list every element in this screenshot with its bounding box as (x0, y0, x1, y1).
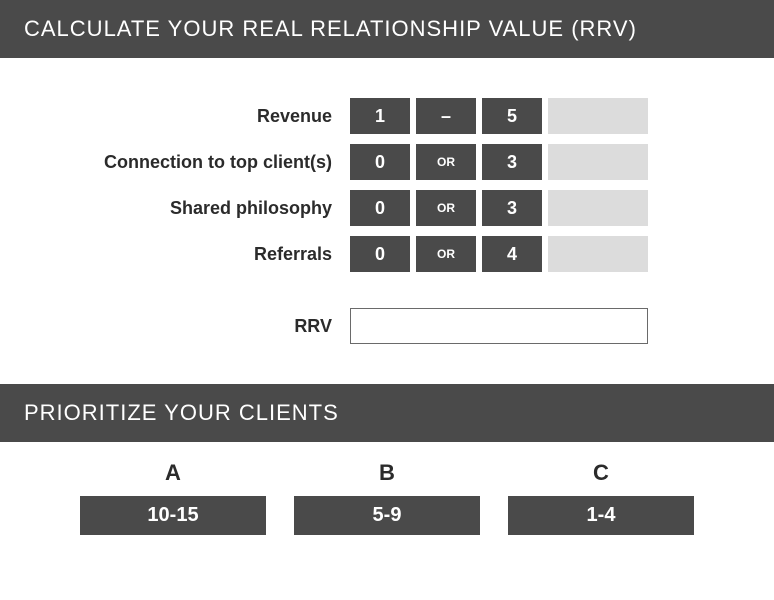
priority-col-a: A 10-15 (80, 460, 266, 535)
cell-low: 0 (350, 236, 410, 272)
priority-letter: A (80, 460, 266, 486)
cell-high: 4 (482, 236, 542, 272)
calc-row-connection: Connection to top client(s) 0 OR 3 (40, 144, 694, 180)
calc-row-revenue: Revenue 1 – 5 (40, 98, 694, 134)
priority-body: A 10-15 B 5-9 C 1-4 (0, 442, 774, 575)
priority-range: 1-4 (508, 496, 694, 535)
calc-header: CALCULATE YOUR REAL RELATIONSHIP VALUE (… (0, 0, 774, 58)
priority-col-b: B 5-9 (294, 460, 480, 535)
rrv-input[interactable] (350, 308, 648, 344)
cell-low: 0 (350, 190, 410, 226)
rrv-row: RRV (40, 308, 694, 344)
calc-label: Referrals (40, 244, 350, 265)
cell-sep: OR (416, 236, 476, 272)
calc-label: Revenue (40, 106, 350, 127)
priority-letter: B (294, 460, 480, 486)
calc-row-philosophy: Shared philosophy 0 OR 3 (40, 190, 694, 226)
calc-cells: 0 OR 4 (350, 236, 648, 272)
cell-low: 1 (350, 98, 410, 134)
calc-body: Revenue 1 – 5 Connection to top client(s… (0, 58, 774, 384)
cell-high: 5 (482, 98, 542, 134)
cell-input[interactable] (548, 190, 648, 226)
calc-label: Shared philosophy (40, 198, 350, 219)
priority-range: 5-9 (294, 496, 480, 535)
priority-range: 10-15 (80, 496, 266, 535)
priority-letter: C (508, 460, 694, 486)
cell-input[interactable] (548, 98, 648, 134)
calc-cells: 0 OR 3 (350, 190, 648, 226)
cell-sep: – (416, 98, 476, 134)
rrv-label: RRV (40, 316, 350, 337)
calc-label: Connection to top client(s) (40, 152, 350, 173)
cell-sep: OR (416, 144, 476, 180)
cell-input[interactable] (548, 144, 648, 180)
calc-cells: 1 – 5 (350, 98, 648, 134)
cell-sep: OR (416, 190, 476, 226)
cell-low: 0 (350, 144, 410, 180)
calc-cells: 0 OR 3 (350, 144, 648, 180)
cell-high: 3 (482, 190, 542, 226)
priority-col-c: C 1-4 (508, 460, 694, 535)
cell-high: 3 (482, 144, 542, 180)
calc-row-referrals: Referrals 0 OR 4 (40, 236, 694, 272)
priority-header: PRIORITIZE YOUR CLIENTS (0, 384, 774, 442)
cell-input[interactable] (548, 236, 648, 272)
